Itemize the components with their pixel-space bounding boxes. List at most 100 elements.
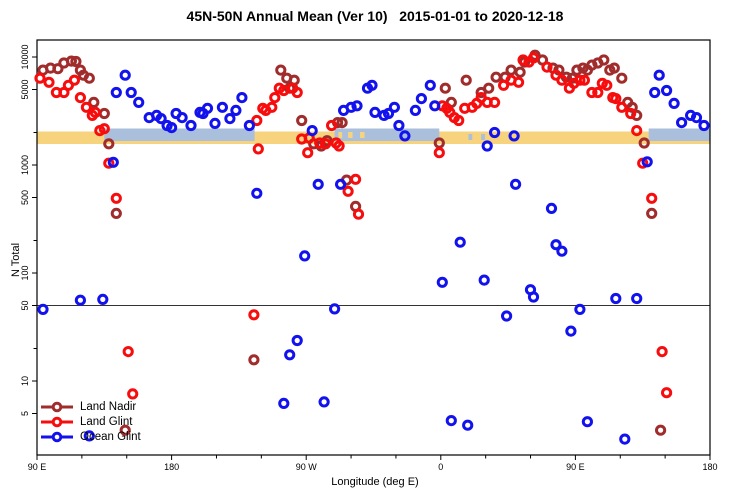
data-point-land-nadir [598, 54, 610, 66]
data-point-land-glint [110, 192, 122, 204]
data-point-ocean-glint [661, 84, 673, 97]
data-point-land-glint [352, 208, 365, 220]
data-point-ocean-glint [527, 291, 540, 303]
data-point-land-glint [433, 147, 445, 159]
data-point-land-glint [127, 388, 139, 400]
data-point-land-glint [320, 138, 332, 150]
data-point-land-glint [656, 346, 668, 358]
data-point-ocean-glint [230, 104, 242, 117]
data-point-ocean-glint [653, 69, 665, 81]
data-point-land-glint [646, 192, 658, 204]
data-point-ocean-glint [97, 293, 109, 305]
data-point-ocean-glint [345, 101, 357, 113]
data-point-land-glint [333, 140, 345, 152]
data-point-ocean-glint [545, 202, 558, 214]
y-tick-label: 10000 [20, 44, 30, 69]
band-ocean-patch [468, 134, 473, 140]
data-point-ocean-glint [176, 112, 188, 124]
y-tick-label: 100 [20, 265, 30, 280]
data-point-land-glint [89, 106, 101, 119]
data-point-land-nadir [460, 74, 472, 86]
data-point-land-glint [625, 107, 637, 120]
data-point-land-glint [350, 173, 362, 185]
legend: Land Nadir Land Glint Ocean Glint [40, 399, 141, 444]
data-point-land-glint [489, 96, 501, 109]
data-point-ocean-glint [462, 419, 474, 431]
data-point-ocean-glint [125, 86, 137, 99]
data-point-ocean-glint [424, 79, 436, 91]
data-point-ocean-glint [436, 276, 448, 288]
data-point-land-nadir [336, 117, 348, 129]
data-point-ocean-glint [574, 303, 586, 315]
data-point-ocean-glint [489, 126, 501, 139]
data-point-ocean-glint [216, 101, 228, 113]
data-point-land-nadir [119, 424, 131, 436]
legend-item-land-nadir: Land Nadir [40, 399, 141, 414]
data-point-land-nadir [490, 71, 502, 83]
data-point-ocean-glint [133, 96, 145, 109]
data-point-land-glint [269, 92, 281, 104]
data-point-land-glint [556, 74, 568, 86]
data-point-land-nadir [646, 207, 658, 219]
data-point-ocean-glint [649, 86, 661, 99]
chart-title: 45N-50N Annual Mean (Ver 10) 2015-01-01 … [186, 8, 564, 24]
data-point-land-glint [122, 346, 134, 358]
data-point-ocean-glint [201, 102, 214, 114]
data-point-land-glint [342, 185, 354, 197]
data-point-land-glint [266, 101, 278, 113]
data-point-ocean-glint [335, 178, 347, 190]
data-point-land-glint [68, 74, 81, 86]
y-tick-label: 5000 [20, 79, 30, 99]
data-point-ocean-glint [641, 156, 653, 168]
data-point-land-glint [252, 143, 264, 155]
data-point-land-glint [80, 101, 93, 113]
y-tick-label: 1000 [20, 155, 30, 175]
data-point-land-glint [291, 86, 303, 99]
data-point-ocean-glint [698, 119, 710, 132]
data-point-land-nadir [655, 424, 667, 436]
data-point-land-nadir [631, 109, 643, 122]
data-point-ocean-glint [185, 119, 197, 132]
data-point-land-glint [98, 123, 110, 135]
data-point-ocean-glint [306, 125, 318, 137]
data-point-land-glint [592, 86, 604, 99]
band-land-patch [348, 132, 353, 138]
data-point-land-nadir [439, 82, 451, 94]
data-point-ocean-glint [236, 92, 248, 104]
band-ocean-segment [104, 128, 255, 141]
data-point-land-glint [631, 125, 643, 137]
data-point-land-glint [314, 137, 326, 149]
data-point-ocean-glint [166, 122, 178, 134]
data-point-ocean-glint [318, 396, 330, 408]
data-point-land-glint [34, 72, 46, 84]
data-point-ocean-glint [676, 117, 688, 129]
data-point-land-nadir [248, 354, 260, 366]
data-point-ocean-glint [107, 156, 119, 168]
data-point-land-glint [616, 101, 628, 113]
data-point-ocean-glint [110, 86, 122, 99]
legend-label: Ocean Glint [80, 430, 141, 443]
x-tick-label: 180 [164, 462, 179, 472]
data-point-land-glint [601, 79, 613, 91]
data-point-ocean-glint [83, 430, 95, 442]
data-point-land-nadir [505, 64, 517, 76]
data-point-land-nadir [65, 55, 78, 67]
data-point-land-nadir [483, 82, 495, 94]
legend-label: Land Nadir [80, 400, 137, 413]
data-point-ocean-glint [565, 325, 577, 337]
legend-label: Land Glint [80, 415, 133, 428]
band-ocean-patch [481, 134, 485, 140]
data-point-ocean-glint [224, 113, 236, 125]
y-tick-label: 5 [20, 411, 30, 416]
data-point-land-glint [527, 52, 540, 64]
x-tick-label: 90 E [566, 462, 585, 472]
y-tick-label: 10 [20, 376, 30, 386]
data-point-ocean-glint [243, 119, 255, 132]
y-axis-title: N Total [10, 242, 22, 277]
data-point-land-nadir [433, 137, 445, 149]
data-point-land-nadir [88, 96, 100, 109]
data-point-land-glint [248, 309, 260, 321]
data-point-land-glint [74, 92, 87, 104]
